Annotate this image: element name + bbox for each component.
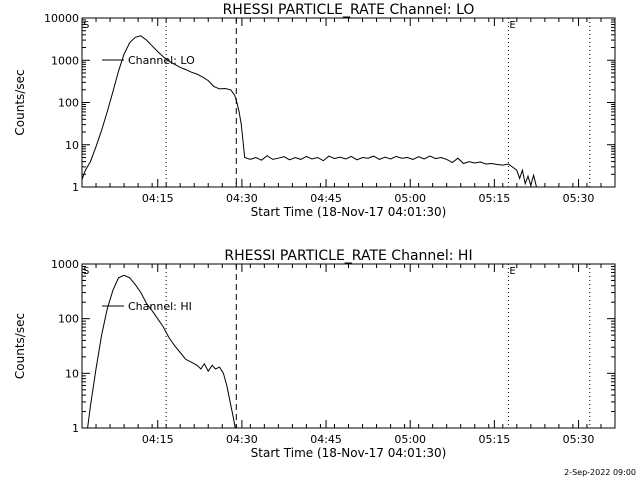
y-tick-label: 100 <box>58 313 79 326</box>
y-tick-label: 1 <box>72 422 79 435</box>
time-marker-label: S <box>83 266 89 277</box>
x-tick-label: 04:30 <box>226 192 258 205</box>
plot-frame <box>81 263 616 429</box>
y-tick-label: 10000 <box>44 12 79 25</box>
x-tick-label: 05:15 <box>479 192 511 205</box>
hi-channel-panel: RHESSI PARTICLE_RATE Channel: HI 1 10 100 10… <box>13 248 616 460</box>
x-tick-label: 05:00 <box>394 192 426 205</box>
y-tick-label: 1 <box>72 181 79 194</box>
y-tick-label: 1000 <box>51 54 79 67</box>
x-tick-label: 04:45 <box>310 433 342 446</box>
x-axis-label: Start Time (18-Nov-17 04:01:30) <box>251 446 447 460</box>
y-tick-label: 10 <box>65 139 79 152</box>
x-tick-label: 05:00 <box>394 433 426 446</box>
x-tick-label: 05:30 <box>563 433 595 446</box>
plot-frame <box>81 17 616 188</box>
legend-entry: Channel: HI <box>128 300 192 313</box>
x-tick-label: 04:30 <box>226 433 258 446</box>
x-tick-label: 04:45 <box>310 192 342 205</box>
chart-title: RHESSI PARTICLE_RATE Channel: LO <box>223 2 475 18</box>
y-axis-label: Counts/sec <box>13 313 27 379</box>
time-marker-label: S <box>83 20 89 31</box>
x-tick-label: 05:30 <box>563 192 595 205</box>
series-line <box>81 35 540 188</box>
footer-timestamp: 2-Sep-2022 09:00 <box>564 468 636 477</box>
y-axis-label: Counts/sec <box>13 69 27 135</box>
y-tick-label: 100 <box>58 97 79 110</box>
y-tick-label: 1000 <box>51 258 79 271</box>
time-marker-label: E <box>509 266 515 277</box>
x-tick-label: 04:15 <box>142 433 174 446</box>
x-axis-label: Start Time (18-Nov-17 04:01:30) <box>251 205 447 219</box>
series-line <box>87 274 236 429</box>
legend-entry: Channel: LO <box>128 54 195 67</box>
x-tick-label: 05:15 <box>479 433 511 446</box>
lo-channel-panel: RHESSI PARTICLE_RATE Channel: LO 1 10 100 10… <box>13 2 616 219</box>
y-tick-label: 10 <box>65 367 79 380</box>
time-marker-label: E <box>509 20 515 31</box>
chart-title: RHESSI PARTICLE_RATE Channel: HI <box>224 248 472 264</box>
x-tick-label: 04:15 <box>142 192 174 205</box>
